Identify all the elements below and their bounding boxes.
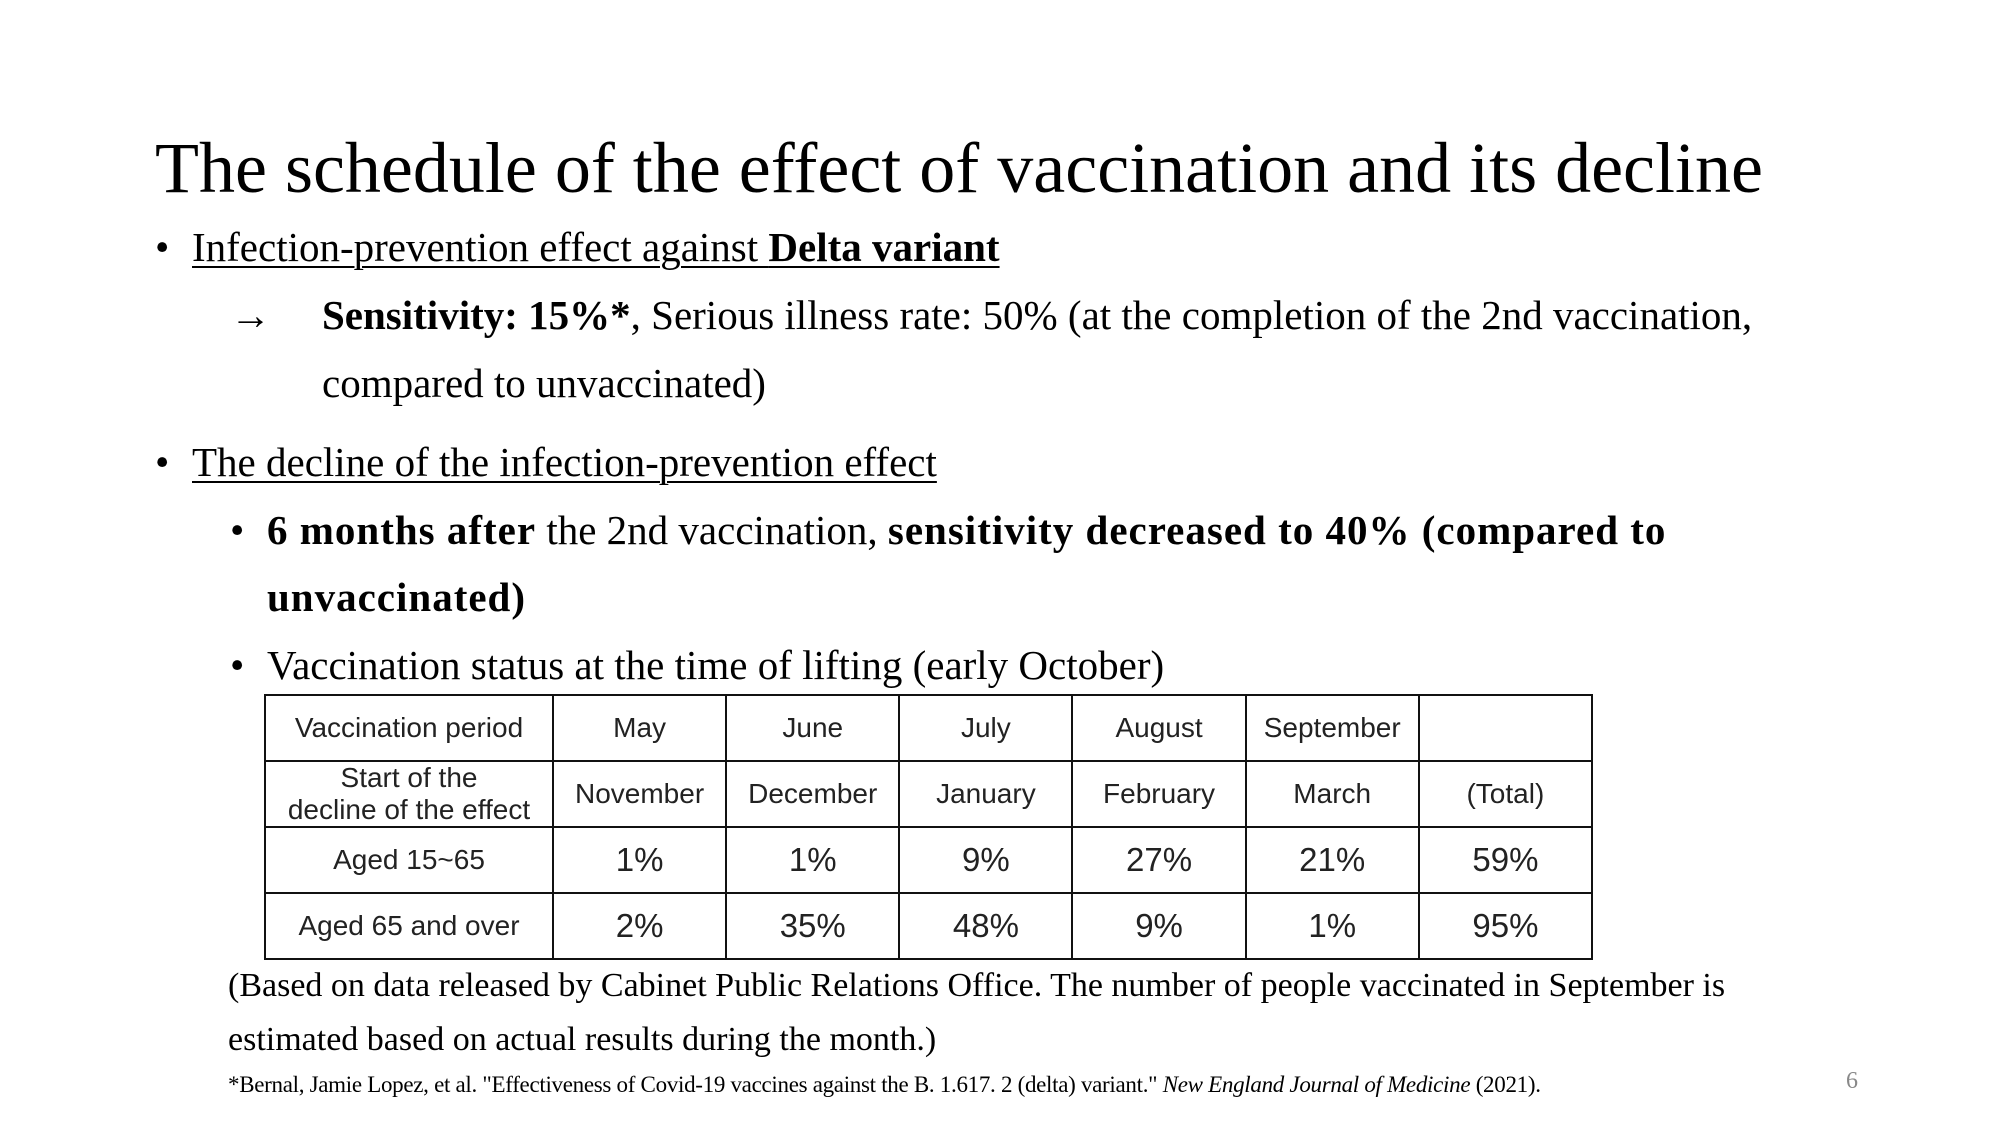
table-cell: 1% [725,826,901,894]
vaccination-table: Vaccination period May June July August … [264,694,1594,960]
page-number: 6 [1846,1068,1858,1094]
section2-sub2: Vaccination status at the time of liftin… [267,642,1165,688]
vaccination-text: the 2nd vaccination, [536,507,888,553]
table-cell: Aged 65 and over [264,892,554,960]
table-cell: 1% [551,826,728,894]
table-cell: December [725,760,901,828]
reference-suffix: (2021). [1470,1072,1541,1097]
section1-heading-text: Infection-prevention effect against [192,224,769,270]
table-cell: 95% [1417,892,1594,960]
section1-heading-bold: Delta variant [768,224,1000,270]
table-cell: May [551,694,728,762]
table-cell: 27% [1071,826,1247,894]
reference-journal: New England Journal of Medicine [1162,1072,1471,1097]
table-cell: Vaccination period [264,694,554,762]
table-cell: 35% [725,892,901,960]
section1-heading: Infection-prevention effect against Delt… [192,222,1000,272]
row-label-line2: decline of the effect [287,794,531,825]
table-row: Aged 65 and over 2% 35% 48% 9% 1% 95% [264,892,1594,960]
table-row: Vaccination period May June July August … [264,694,1594,762]
table-cell: June [725,694,901,762]
table-cell: January [898,760,1074,828]
sensitivity-decrease-text: sensitivity decreased to 40% (compared t… [887,507,1667,553]
table-row: Aged 15~65 1% 1% 9% 27% 21% 59% [264,826,1594,894]
table-cell: 1% [1244,892,1420,960]
row-label-line1: Start of the [340,762,478,793]
sensitivity-text: Sensitivity: 15%* [322,292,631,338]
section2-sub1-line2: unvaccinated) [267,574,526,620]
section1-detail: Sensitivity: 15%*, Serious illness rate:… [322,290,1752,340]
slide-title: The schedule of the effect of vaccinatio… [155,128,1763,208]
section1-detail-line2: compared to unvaccinated) [322,360,766,406]
table-cell: Start of the decline of the effect [264,760,554,828]
reference-prefix: *Bernal, Jamie Lopez, et al. "Effectiven… [228,1072,1163,1097]
six-months-text: 6 months after [267,507,537,553]
bullet-icon: • [230,642,245,688]
table-cell: September [1244,694,1420,762]
table-cell: 2% [551,892,728,960]
table-cell [1417,694,1594,762]
source-note-line1: (Based on data released by Cabinet Publi… [228,967,1726,1004]
bullet-icon: • [155,224,170,270]
table-cell: 9% [1071,892,1247,960]
bullet-icon: • [230,507,245,553]
table-cell: August [1071,694,1247,762]
table-cell: (Total) [1417,760,1594,828]
table-cell: 9% [898,826,1074,894]
bullet-icon: • [155,439,170,485]
serious-illness-text: , Serious illness rate: 50% (at the comp… [630,292,1753,338]
table-cell: 48% [898,892,1074,960]
arrow-icon: → [230,292,271,338]
reference-footnote: *Bernal, Jamie Lopez, et al. "Effectiven… [228,1070,1541,1100]
table-row: Start of the decline of the effect Novemb… [264,760,1594,828]
table-cell: 59% [1417,826,1594,894]
table-cell: July [898,694,1074,762]
table-cell: Aged 15~65 [264,826,554,894]
section2-sub1: 6 months after the 2nd vaccination, sens… [267,505,1666,555]
table-cell: November [551,760,728,828]
source-note-line2: estimated based on actual results during… [228,1021,937,1058]
table-cell: February [1071,760,1247,828]
table-cell: 21% [1244,826,1420,894]
table-cell: March [1244,760,1420,828]
section2-heading: The decline of the infection-prevention … [192,439,937,485]
